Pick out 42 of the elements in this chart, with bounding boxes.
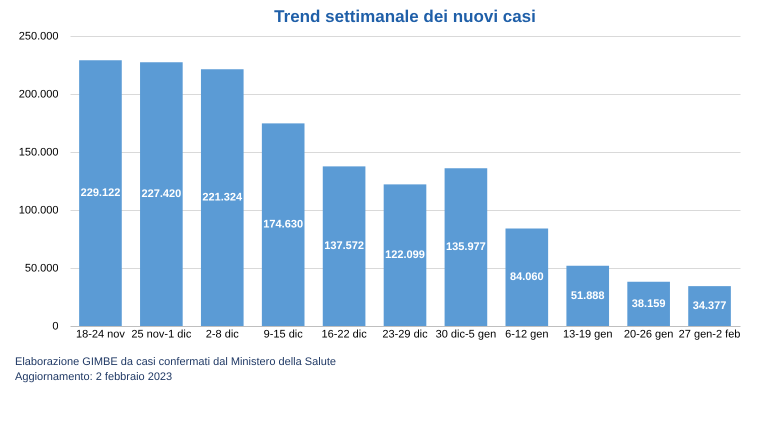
data-label: 229.122 — [80, 187, 120, 200]
data-label: 227.420 — [141, 188, 182, 200]
bar — [444, 168, 488, 326]
y-tick-label: 200.000 — [18, 88, 58, 100]
bar — [627, 282, 670, 326]
data-label: 174.630 — [263, 218, 304, 231]
data-label: 51.888 — [570, 290, 605, 302]
text: Aggiornamento: 2 febbraio 2023 — [15, 371, 172, 383]
data-label: 38.159 — [632, 298, 666, 310]
x-tick-label: 16-22 dic — [321, 328, 368, 340]
y-tick-label: 150.000 — [18, 146, 58, 158]
x-tick-label: 6-12 gen — [505, 328, 549, 340]
y-tick-label: 250.000 — [18, 30, 58, 42]
data-label: 34.377 — [692, 300, 726, 312]
data-label: 122.099 — [385, 249, 425, 262]
bar — [262, 123, 304, 326]
x-tick-label: 20-26 gen — [624, 328, 674, 340]
x-tick-label: 9-15 dic — [264, 328, 304, 340]
x-tick-label: 23-29 dic — [382, 328, 428, 340]
data-label: 135.977 — [446, 241, 486, 254]
bar — [140, 62, 183, 326]
x-tick-label: 2-8 dic — [206, 328, 240, 340]
bar — [384, 184, 426, 326]
bar — [566, 266, 610, 326]
text: Elaborazione GIMBE da casi confermati dal Ministero della Salute — [15, 356, 336, 368]
bar — [322, 166, 366, 326]
data-label: 84.060 — [510, 271, 544, 284]
x-tick-label: 30 dic-5 gen — [436, 328, 496, 340]
bar — [688, 286, 731, 326]
bar — [200, 69, 244, 326]
bar — [506, 228, 548, 326]
x-tick-label: 25 nov-1 dic — [131, 328, 192, 340]
y-tick-label: 50.000 — [24, 262, 58, 274]
chart-title: Trend settimanale dei nuovi casi — [274, 7, 536, 26]
y-tick-label: 0 — [52, 320, 58, 332]
x-tick-label: 18-24 nov — [76, 328, 126, 340]
data-label: 137.572 — [324, 240, 364, 252]
x-tick-label: 27 gen-2 feb — [678, 328, 740, 340]
y-tick-label: 100.000 — [18, 204, 58, 216]
bar — [79, 60, 122, 326]
x-tick-label: 13-19 gen — [562, 328, 612, 340]
data-label: 221.324 — [202, 192, 244, 204]
